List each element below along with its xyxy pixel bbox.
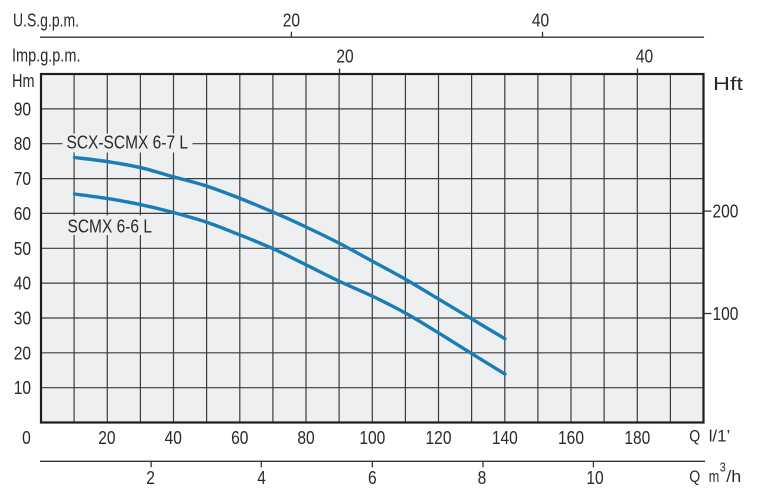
svg-text:U.S.g.p.m.: U.S.g.p.m.: [13, 11, 79, 31]
svg-text:20: 20: [14, 343, 31, 364]
svg-text:0: 0: [22, 428, 31, 449]
svg-text:Q: Q: [689, 467, 700, 486]
svg-text:20: 20: [283, 10, 300, 31]
svg-text:8: 8: [478, 468, 487, 489]
svg-text:6: 6: [368, 468, 377, 489]
svg-text:50: 50: [14, 239, 31, 260]
svg-text:Q: Q: [689, 427, 700, 446]
svg-text:20: 20: [336, 46, 353, 67]
svg-text:10: 10: [586, 468, 603, 489]
svg-text:3: 3: [720, 460, 726, 475]
svg-text:30: 30: [14, 308, 31, 329]
svg-text:90: 90: [14, 99, 31, 120]
svg-text:m: m: [709, 467, 720, 486]
svg-text:60: 60: [231, 428, 248, 449]
svg-text:80: 80: [297, 428, 314, 449]
svg-text:140: 140: [492, 428, 518, 449]
svg-text:160: 160: [558, 428, 584, 449]
svg-text:80: 80: [14, 134, 31, 155]
svg-text:Hft: Hft: [713, 74, 743, 94]
svg-text:2: 2: [146, 468, 155, 489]
svg-text:10: 10: [14, 378, 31, 399]
svg-text:SCX-SCMX 6-7 L: SCX-SCMX 6-7 L: [67, 132, 189, 152]
svg-text:100: 100: [359, 428, 385, 449]
svg-text:40: 40: [14, 273, 31, 294]
svg-text:l/1’: l/1’: [709, 427, 731, 446]
svg-text:200: 200: [713, 201, 739, 222]
svg-text:100: 100: [713, 304, 739, 325]
svg-text:SCMX 6-6 L: SCMX 6-6 L: [68, 216, 153, 236]
svg-text:180: 180: [624, 428, 650, 449]
svg-text:70: 70: [14, 169, 31, 190]
svg-text:120: 120: [426, 428, 452, 449]
svg-text:4: 4: [257, 468, 266, 489]
svg-text:40: 40: [532, 10, 549, 31]
svg-text:40: 40: [165, 428, 182, 449]
svg-text:20: 20: [98, 428, 115, 449]
svg-text:60: 60: [14, 204, 31, 225]
svg-text:/h: /h: [726, 467, 741, 486]
svg-text:Hm: Hm: [12, 71, 35, 91]
svg-text:Imp.g.p.m.: Imp.g.p.m.: [12, 46, 81, 66]
svg-text:40: 40: [636, 46, 653, 67]
